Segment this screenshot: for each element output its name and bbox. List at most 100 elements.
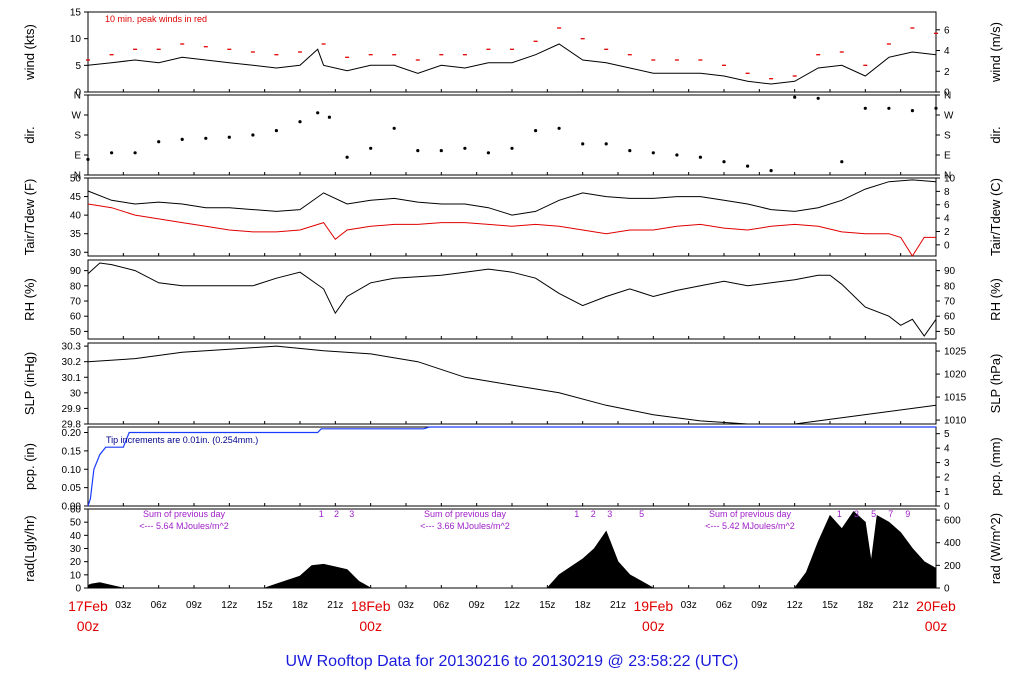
y-tick-label-right: 4: [944, 444, 950, 455]
direction-point: [180, 137, 184, 141]
x-tick-label: 18z: [292, 600, 308, 611]
direction-point: [628, 149, 632, 153]
y-tick-label: 30.2: [62, 357, 82, 368]
direction-point: [722, 160, 726, 164]
rad-hour-marker: 1: [319, 509, 324, 519]
y-tick-label: S: [74, 131, 81, 142]
y-tick-label: 29.8: [62, 420, 82, 431]
x-tick-label: 06z: [716, 600, 732, 611]
x-tick-label: 03z: [398, 600, 414, 611]
y-tick-label: 10: [70, 570, 82, 581]
direction-point: [204, 136, 208, 140]
panel-frame: [87, 342, 937, 425]
rad-hour-marker: 3: [854, 509, 859, 519]
rad-hour-marker: 5: [639, 509, 644, 519]
y-tick-label-right: 1: [944, 487, 950, 498]
direction-point: [698, 155, 703, 159]
x-day-time: 00z: [642, 618, 665, 634]
panel-temperature: Tair/Tdew (F) Tair/Tdew (C) 30 35 40 45 50 0 2 4 6…: [22, 174, 1003, 259]
direction-point: [675, 153, 679, 157]
direction-point: [840, 160, 844, 164]
x-tick-label: 21z: [893, 600, 909, 611]
rad-hour-marker: 3: [349, 509, 354, 519]
y-tick-label-right: 3: [944, 458, 950, 469]
y-tick-label-right: 2: [944, 67, 950, 78]
y-axis-label-right: SLP (hPa): [988, 354, 1003, 414]
panel-humidity: RH (%) RH (%) 50 60 70 80 90 50 60 70 80 90: [22, 259, 1003, 340]
y-tick-label: 29.9: [62, 404, 82, 415]
y-tick-label: 30: [70, 248, 82, 259]
y-tick-label: 50: [70, 174, 82, 185]
panel-precip: pcp. (in) pcp. (mm) 0.00 0.05 0.10 0.15 0.20 0 1…: [22, 426, 1003, 513]
y-tick-label: 50: [70, 518, 82, 529]
direction-point: [274, 129, 278, 133]
direction-point: [316, 111, 320, 115]
x-day-label: 20Feb: [916, 598, 956, 614]
precip-annotation: Tip increments are 0.01in. (0.254mm.): [106, 435, 258, 445]
wind-annotation: 10 min. peak winds in red: [105, 14, 207, 24]
x-tick-label: 06z: [151, 600, 167, 611]
y-tick-label: 0.10: [62, 465, 82, 476]
x-day-time: 00z: [359, 618, 382, 634]
direction-point: [581, 142, 585, 146]
y-tick-label-right: W: [944, 111, 954, 122]
x-tick-label: 03z: [681, 600, 697, 611]
y-tick-label-right: 4: [944, 214, 950, 225]
x-tick-label: 21z: [327, 600, 343, 611]
direction-point: [816, 96, 820, 100]
y-axis-label-right: Tair/Tdew (C): [988, 178, 1003, 256]
x-day-label: 19Feb: [633, 598, 673, 614]
rad-day-note-title: Sum of previous day: [143, 509, 226, 519]
y-tick-label-right: 6: [944, 200, 950, 211]
direction-point: [416, 149, 420, 153]
y-tick-label: 35: [70, 229, 82, 240]
rad-hour-marker: 3: [607, 509, 612, 519]
y-tick-label-right: 2: [944, 227, 950, 238]
y-tick-label-right: N: [944, 171, 951, 182]
y-tick-label-right: 1020: [944, 370, 967, 381]
y-tick-label-right: 1015: [944, 393, 967, 404]
x-tick-label: 03z: [115, 600, 131, 611]
series-line-slp: [87, 345, 937, 425]
x-axis: 03z 06z 09z 12z 15z 18z 21z 03z 06z 09z 12z 15z 18z 2…: [68, 598, 956, 634]
y-tick-label-right: 0: [944, 240, 950, 251]
series-line-wind: [87, 43, 937, 85]
direction-point: [157, 140, 161, 144]
y-tick-label-right: 2: [944, 473, 950, 484]
x-tick-label: 09z: [469, 600, 485, 611]
y-axis-label-left: RH (%): [22, 278, 37, 321]
panel-direction: dir. dir.N NE ES SW WN N: [22, 91, 1003, 182]
rad-day-note-value: <--- 3.66 MJoules/m^2: [420, 521, 510, 531]
direction-point: [110, 151, 114, 155]
y-tick-label: 0: [75, 584, 81, 595]
direction-point: [534, 129, 538, 133]
x-tick-label: 15z: [257, 600, 273, 611]
rad-hour-marker: 7: [888, 509, 893, 519]
y-tick-label: 40: [70, 211, 82, 222]
y-axis-label-right: rad (W/m^2): [988, 513, 1003, 584]
panel-radiation: rad(Lgly/hr) rad (W/m^2)01020304050600200…: [22, 505, 1003, 595]
direction-point: [463, 146, 467, 150]
y-tick-label-right: 10: [944, 174, 956, 185]
y-tick-label-right: 70: [944, 297, 956, 308]
x-tick-label: 18z: [575, 600, 591, 611]
direction-point: [746, 164, 750, 168]
x-tick-label: 09z: [751, 600, 767, 611]
y-tick-label: N: [74, 171, 81, 182]
direction-point: [604, 142, 608, 146]
y-tick-label-right: 400: [944, 538, 961, 549]
precip-line: [87, 426, 936, 507]
y-tick-label-right: 0: [944, 502, 950, 513]
direction-point: [486, 151, 490, 155]
x-tick-label: 06z: [433, 600, 449, 611]
direction-point: [345, 155, 349, 159]
rad-hour-marker: 9: [905, 509, 910, 519]
y-tick-label-right: 1010: [944, 416, 967, 427]
x-tick-label: 09z: [186, 600, 202, 611]
direction-point: [910, 109, 915, 113]
y-tick-label: 30.1: [62, 373, 82, 384]
x-day-time: 00z: [925, 618, 948, 634]
rad-day-note-value: <--- 5.64 MJoules/m^2: [139, 521, 229, 531]
y-tick-label-right: 0: [944, 88, 950, 99]
y-tick-label: 90: [70, 266, 82, 277]
